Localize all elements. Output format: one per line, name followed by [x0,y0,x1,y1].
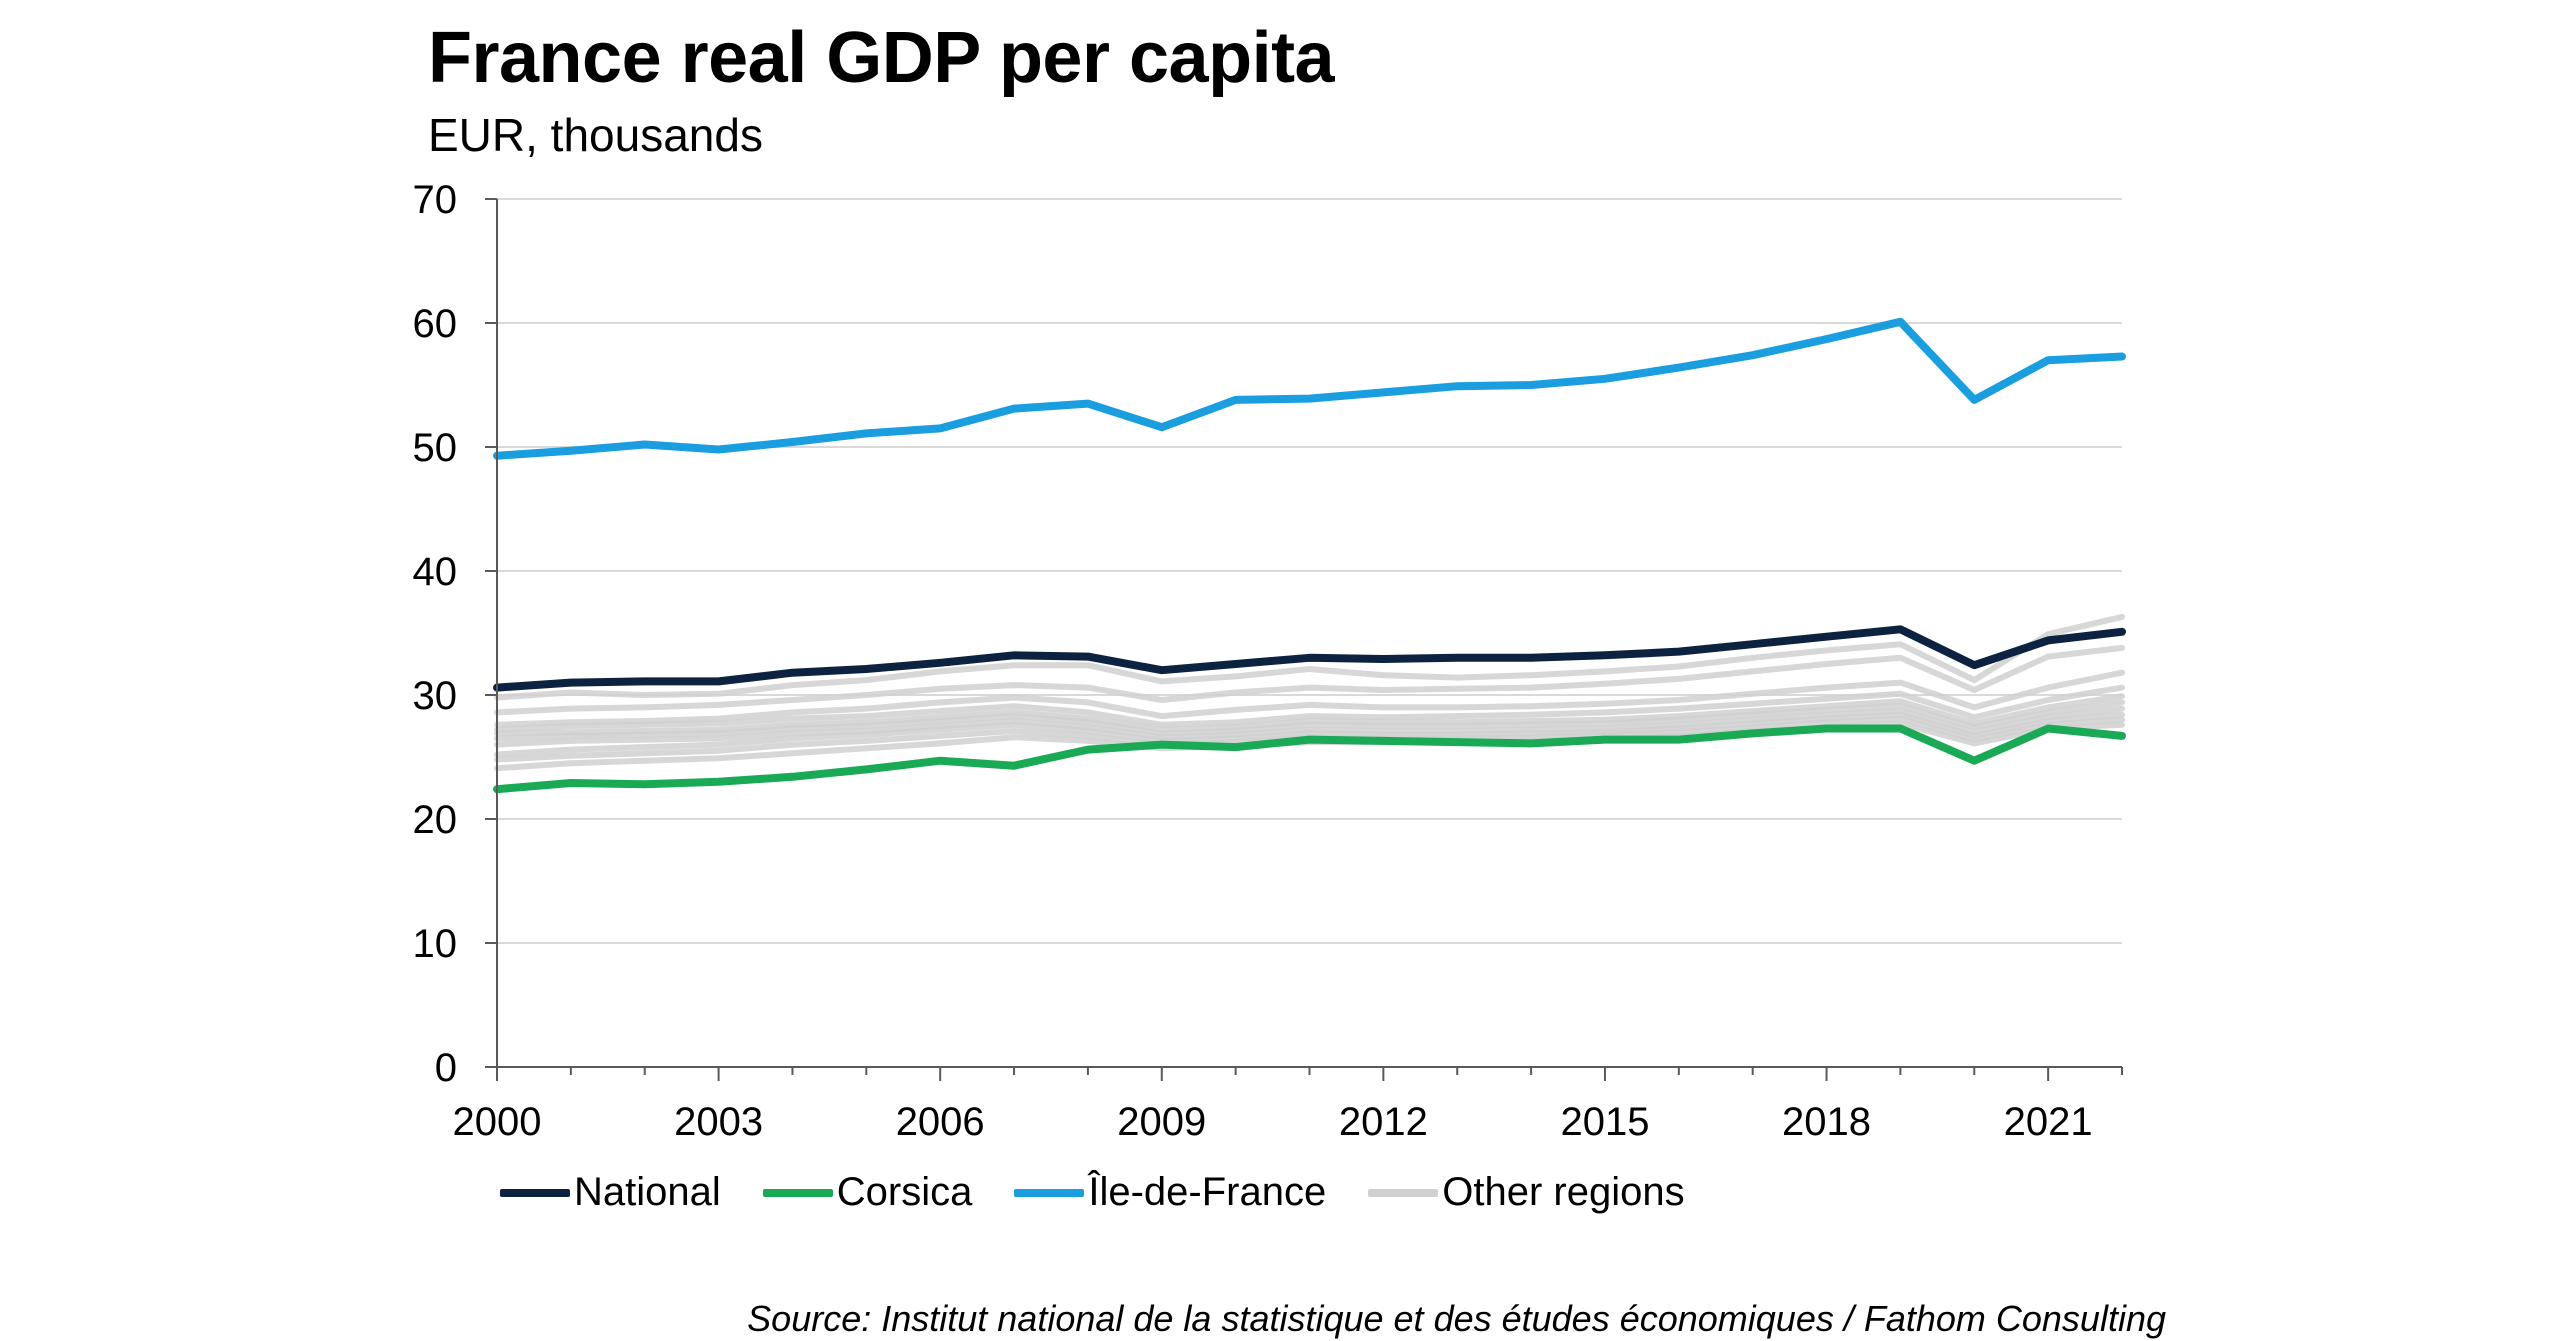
legend: National Corsica Île-de-France Other reg… [500,1170,1727,1215]
series-line-national-10 [493,625,2126,692]
legend-item-national: National [500,1170,721,1215]
xtick-label-2000: 2000 [453,1100,542,1144]
legend-item-other-regions: Other regions [1368,1170,1685,1215]
legend-label-other-regions: Other regions [1442,1170,1685,1214]
axes: 0 10 20 30 40 50 60 70 2000 2003 2006 2009 2012 2015 2… [413,178,2123,1144]
xtick-label-2009: 2009 [1117,1100,1206,1144]
ytick-label-70: 70 [413,178,458,222]
gridlines [497,198,2122,944]
series-line-other-regions-7 [494,711,2125,758]
xtick-label-2006: 2006 [896,1100,985,1144]
ytick-label-40: 40 [413,550,458,594]
series-line-corsica-11 [493,724,2126,794]
series-line-other-regions-4 [494,693,2125,737]
ytick-label-50: 50 [413,426,458,470]
xtick-label-2018: 2018 [1782,1100,1871,1144]
xtick-label-2021: 2021 [2004,1100,2093,1144]
series-lines [493,317,2126,794]
legend-swatch-ile-de-france [1014,1188,1085,1197]
legend-label-ile-de-france: Île-de-France [1088,1170,1327,1214]
xtick-label-2015: 2015 [1560,1100,1649,1144]
series-line-other-regions-3 [494,684,2125,733]
legend-item-ile-de-france: Île-de-France [1014,1170,1326,1215]
legend-swatch-corsica [762,1188,833,1197]
chart-subtitle: EUR, thousands [428,109,763,161]
ytick-label-10: 10 [413,922,458,966]
series-line-other-regions-5 [494,699,2125,742]
series-line-other-regions-1 [494,644,2125,716]
series-line--le-de-france-12 [493,317,2126,460]
legend-swatch-other-regions [1368,1188,1439,1197]
source-note: Source: Institut national de la statisti… [747,1298,2166,1339]
legend-swatch-national [500,1188,570,1197]
ytick-label-30: 30 [413,674,458,718]
series-line-other-regions-6 [494,705,2125,748]
ytick-label-0: 0 [435,1046,457,1090]
legend-label-corsica: Corsica [836,1170,973,1214]
legend-item-corsica: Corsica [762,1170,973,1215]
series-line-other-regions-0 [494,613,2125,701]
chart-title: France real GDP per capita [428,18,1335,98]
legend-label-national: National [574,1170,721,1214]
xtick-label-2012: 2012 [1339,1100,1428,1144]
ytick-label-60: 60 [413,302,458,346]
xtick-label-2003: 2003 [674,1100,763,1144]
series-line-other-regions-2 [494,669,2125,728]
ytick-label-20: 20 [413,798,458,842]
